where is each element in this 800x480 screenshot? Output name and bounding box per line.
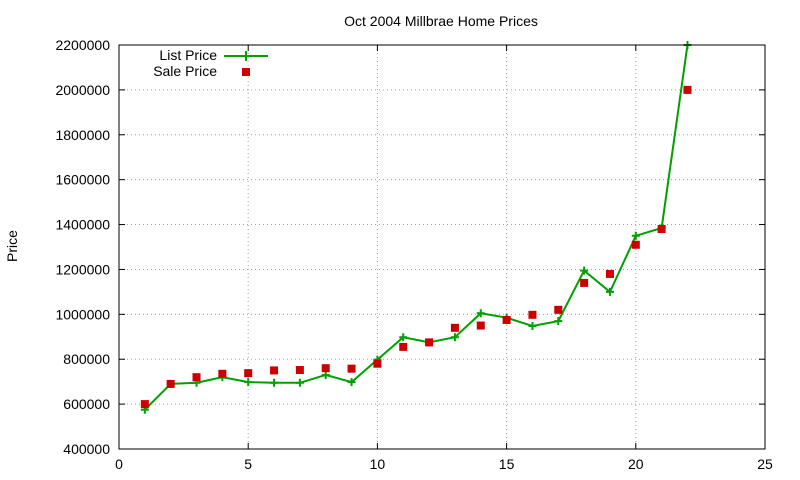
y-tick-label: 1800000 [55,127,110,143]
point-sale-price [140,400,149,409]
x-tick-label: 25 [757,456,773,472]
y-tick-label: 1000000 [55,306,110,322]
y-tick-label: 1200000 [55,261,110,277]
legend-label-sale-price: Sale Price [153,63,217,79]
chart-title: Oct 2004 Millbrae Home Prices [344,13,538,29]
point-sale-price [270,366,279,375]
point-sale-price [373,359,382,368]
y-axis-label: Price [4,230,20,262]
point-list-price [580,266,589,275]
grid-lines [119,45,765,449]
point-sale-price [166,379,175,388]
point-list-price [244,378,253,387]
x-tick-label: 20 [628,456,644,472]
y-tick-label: 2000000 [55,82,110,98]
y-tick-label: 800000 [63,351,110,367]
point-sale-price [657,225,666,234]
point-list-price [321,370,330,379]
point-sale-price [425,338,434,347]
x-tick-label: 5 [244,456,252,472]
y-tick-label: 2200000 [55,37,110,53]
point-sale-price [295,365,304,374]
x-tick-label: 0 [115,456,123,472]
point-sale-price [631,240,640,249]
point-list-price [605,287,614,296]
point-sale-price [192,373,201,382]
point-list-price [399,333,408,342]
x-tick-label: 15 [499,456,515,472]
point-sale-price [528,310,537,319]
point-sale-price [218,369,227,378]
point-list-price [295,378,304,387]
point-sale-price [399,342,408,351]
point-list-price [450,333,459,342]
point-sale-price [450,323,459,332]
y-tick-label: 1600000 [55,172,110,188]
point-sale-price [321,364,330,373]
plot-frame [118,44,766,450]
point-sale-price [605,269,614,278]
point-sale-price [244,369,253,378]
data-series [140,41,692,414]
x-tick-label: 10 [370,456,386,472]
point-list-price [270,378,279,387]
legend: List Price Sale Price [153,47,268,79]
point-sale-price [554,305,563,314]
point-sale-price [347,364,356,373]
point-sale-price [502,315,511,324]
point-sale-price [580,278,589,287]
point-sale-price [683,85,692,94]
legend-label-list-price: List Price [159,47,217,63]
y-tick-label: 400000 [63,441,110,457]
point-list-price [631,231,640,240]
y-tick-label: 600000 [63,396,110,412]
legend-marker-list-price [241,51,251,61]
axis-ticks: 0 5 10 15 20 25 400000 600000 800000 1000000 12000… [55,37,773,472]
y-tick-label: 1400000 [55,217,110,233]
series-line-list-price [144,44,689,411]
point-list-price [347,378,356,387]
point-sale-price [476,321,485,330]
legend-marker-sale-price [242,68,250,76]
point-list-price [528,322,537,331]
point-list-price [554,317,563,326]
point-list-price [476,309,485,318]
